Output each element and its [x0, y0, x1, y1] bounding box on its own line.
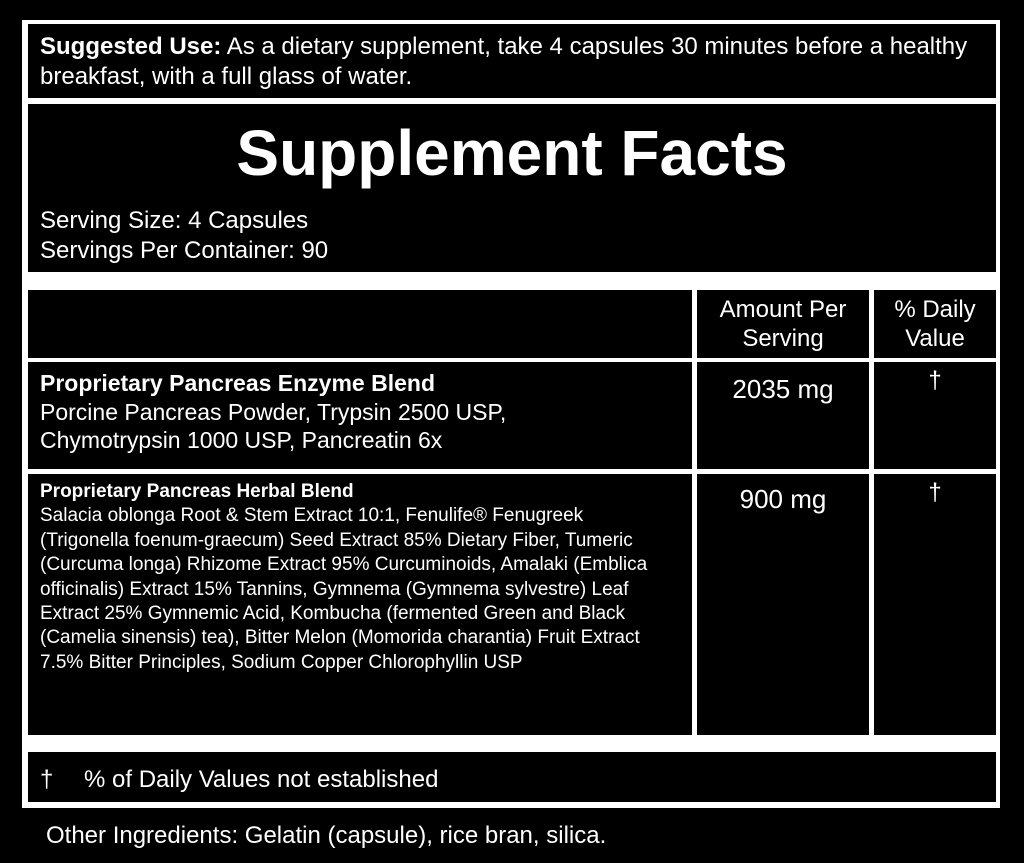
footnote: † % of Daily Values not established — [28, 752, 996, 802]
suggested-use-label: Suggested Use: — [40, 33, 222, 60]
page-title: Supplement Facts — [236, 117, 788, 189]
table-header-name-cell — [28, 290, 692, 358]
blend-daily-value: † — [874, 474, 996, 735]
blend-daily-value: † — [874, 362, 996, 469]
table-row: Proprietary Pancreas Herbal Blend Salaci… — [28, 474, 692, 735]
blend-name: Proprietary Pancreas Enzyme Blend — [40, 370, 435, 396]
facts-header-section: Supplement Facts Serving Size: 4 Capsule… — [28, 104, 996, 272]
other-ingredients: Other Ingredients: Gelatin (capsule), ri… — [46, 822, 607, 849]
blend-amount: 900 mg — [697, 474, 869, 735]
footnote-text: % of Daily Values not established — [84, 766, 439, 793]
suggested-use-text: As a dietary supplement, take 4 capsules… — [40, 33, 968, 90]
serving-size: Serving Size: 4 Capsules — [40, 207, 309, 234]
blend-name: Proprietary Pancreas Herbal Blend — [40, 481, 354, 502]
servings-per-container: Servings Per Container: 90 — [40, 237, 329, 264]
table-header-amount: Amount Per Serving — [697, 290, 869, 358]
table-header-daily-value: % Daily Value — [874, 290, 996, 358]
blend-ingredients: Salacia oblonga Root & Stem Extract 10:1… — [40, 505, 648, 673]
dagger-symbol: † — [40, 766, 54, 793]
blend-amount: 2035 mg — [697, 362, 869, 469]
suggested-use-section: Suggested Use: As a dietary supplement, … — [28, 24, 996, 98]
table-row: Proprietary Pancreas Enzyme Blend Porcin… — [28, 362, 692, 469]
blend-ingredients: Porcine Pancreas Powder, Trypsin 2500 US… — [40, 398, 507, 454]
